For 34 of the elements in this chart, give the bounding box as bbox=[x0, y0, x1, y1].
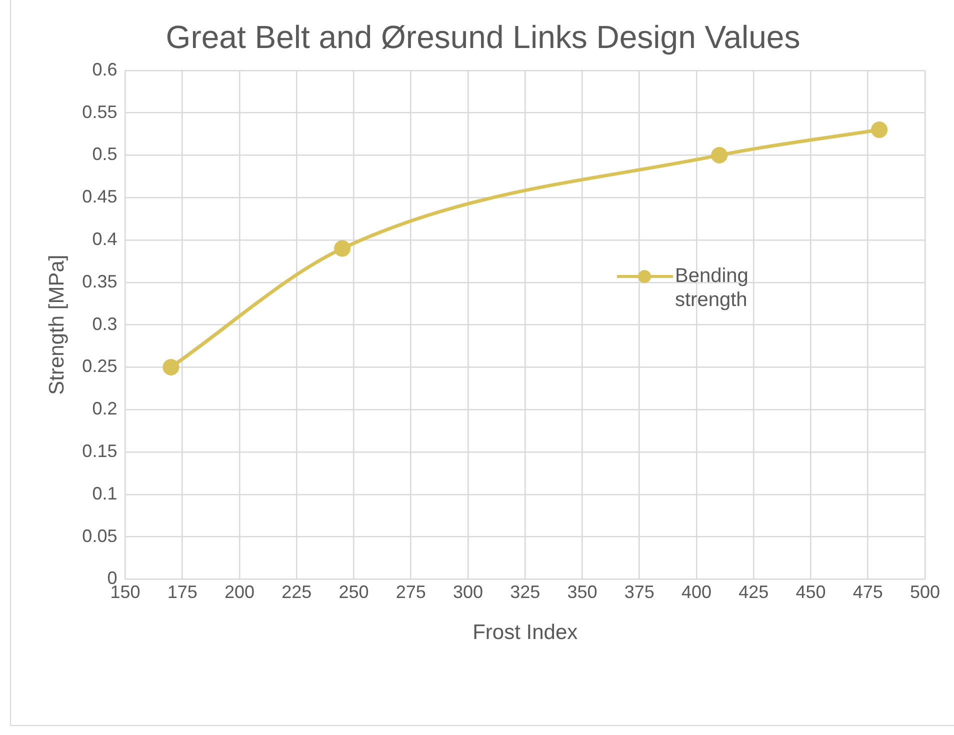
y-tick-label: 0.3 bbox=[92, 314, 118, 334]
point bbox=[162, 358, 180, 376]
x-tick-label: 200 bbox=[224, 582, 255, 602]
y-tick-label: 0.2 bbox=[92, 398, 118, 419]
x-tick-label: 450 bbox=[796, 582, 826, 602]
y-tick-label: 0.1 bbox=[92, 483, 118, 504]
y-tick-label: 0.35 bbox=[82, 271, 118, 292]
x-tick-label: 400 bbox=[681, 582, 712, 602]
chart-title: Great Belt and Øresund Links Design Values bbox=[166, 19, 800, 56]
y-axis-title: Strength [MPa] bbox=[45, 254, 68, 395]
point bbox=[334, 240, 351, 257]
y-tick-label: 0.6 bbox=[92, 59, 118, 80]
y-tick-label: 0.05 bbox=[82, 526, 118, 546]
x-tick-label: 225 bbox=[282, 582, 312, 602]
x-tick-label: 275 bbox=[396, 582, 426, 602]
point bbox=[711, 146, 728, 164]
x-tick-label: 375 bbox=[624, 582, 654, 602]
y-tick-label: 0.4 bbox=[92, 228, 118, 249]
x-tick-label: 300 bbox=[452, 582, 484, 602]
x-axis-title: Frost Index bbox=[472, 621, 578, 644]
x-tick-label: 175 bbox=[167, 582, 198, 602]
y-tick-label: 0.25 bbox=[82, 356, 118, 376]
x-tick-label: 350 bbox=[567, 582, 598, 602]
x-tick-label: 475 bbox=[852, 582, 883, 602]
x-tick-label: 250 bbox=[338, 582, 369, 602]
y-tick-label: 0.45 bbox=[82, 186, 118, 207]
y-tick-label: 0.5 bbox=[92, 144, 118, 164]
y-tick-label: 0.55 bbox=[82, 102, 118, 122]
x-tick-label: 500 bbox=[910, 582, 940, 602]
y-tick-label: 0.15 bbox=[82, 440, 118, 461]
x-tick-label: 425 bbox=[738, 582, 769, 602]
x-tick-label: 325 bbox=[510, 582, 540, 602]
point bbox=[871, 122, 888, 138]
legend-label: Bending strength bbox=[675, 264, 750, 312]
